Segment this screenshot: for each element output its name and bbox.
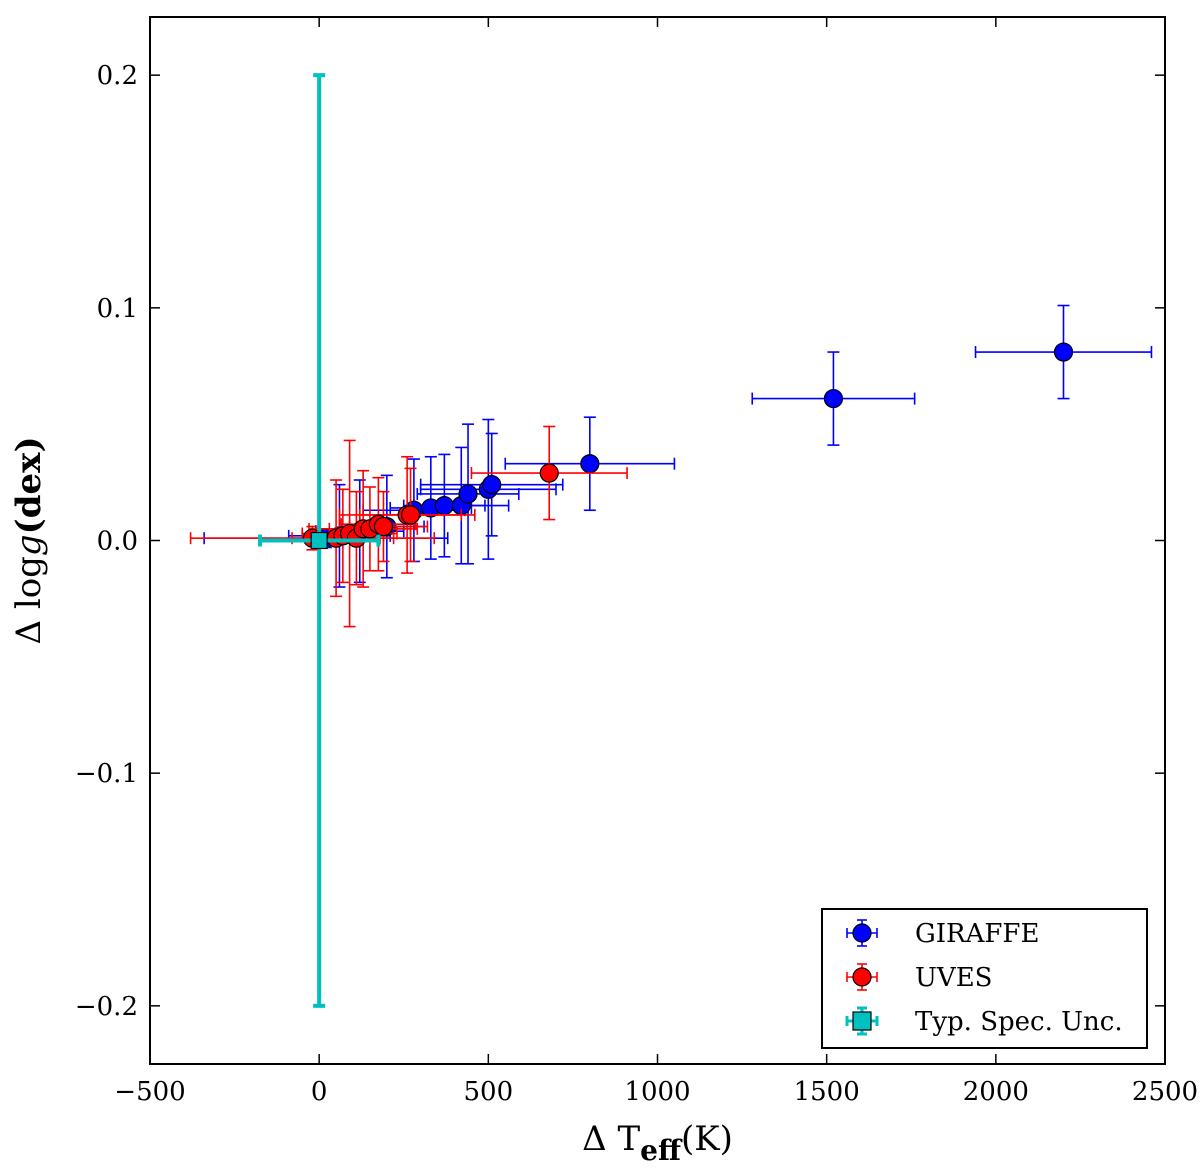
x-tick-label: −500 — [114, 1077, 185, 1107]
series-typ-spec-unc — [257, 73, 381, 1008]
x-axis-title: Δ Teff(K) — [582, 1119, 733, 1167]
data-point — [580, 454, 600, 474]
x-tick-label: 2000 — [963, 1077, 1029, 1107]
y-tick-label: 0.2 — [97, 61, 138, 91]
tick-labels: −500 0 500 1000 1500 2000 2500 −0.2 −0.1 0.0 0.1 0.… — [75, 61, 1198, 1107]
data-point — [539, 463, 559, 483]
x-tick-label: 1500 — [794, 1077, 860, 1107]
y-tick-label: 0.0 — [97, 527, 138, 557]
y-tick-label: 0.1 — [97, 294, 138, 324]
plot-area-frame — [149, 16, 1166, 1065]
legend-entry: Typ. Spec. Unc. — [845, 1006, 1123, 1037]
x-tick-label: 1000 — [624, 1077, 690, 1107]
series-uves — [189, 425, 628, 628]
x-tick-label: 0 — [311, 1077, 328, 1107]
data-point — [373, 516, 394, 537]
data-point — [458, 484, 478, 504]
y-tick-label: −0.2 — [75, 992, 138, 1022]
legend-entry: GIRAFFE — [846, 919, 1039, 949]
y-tick-label: −0.1 — [75, 759, 138, 789]
data-point — [310, 531, 328, 550]
x-tick-label: 500 — [464, 1077, 514, 1107]
legend: GIRAFFE UVES Typ. Spec. Unc. — [821, 908, 1148, 1049]
data-point — [482, 475, 502, 495]
data-point — [400, 505, 421, 525]
data-point — [434, 496, 454, 516]
data-point — [1053, 342, 1074, 362]
legend-marker — [852, 1011, 872, 1031]
x-tick-label: 2500 — [1132, 1077, 1198, 1107]
legend-label: UVES — [915, 963, 992, 993]
legend-marker — [852, 967, 872, 987]
data-series — [189, 73, 1153, 1008]
legend-marker — [852, 923, 872, 943]
y-axis-title: Δ logg(dex) — [9, 436, 49, 644]
data-point — [823, 388, 844, 409]
legend-entry: UVES — [846, 963, 992, 993]
legend-label: GIRAFFE — [915, 919, 1039, 949]
legend-label: Typ. Spec. Unc. — [915, 1007, 1123, 1037]
